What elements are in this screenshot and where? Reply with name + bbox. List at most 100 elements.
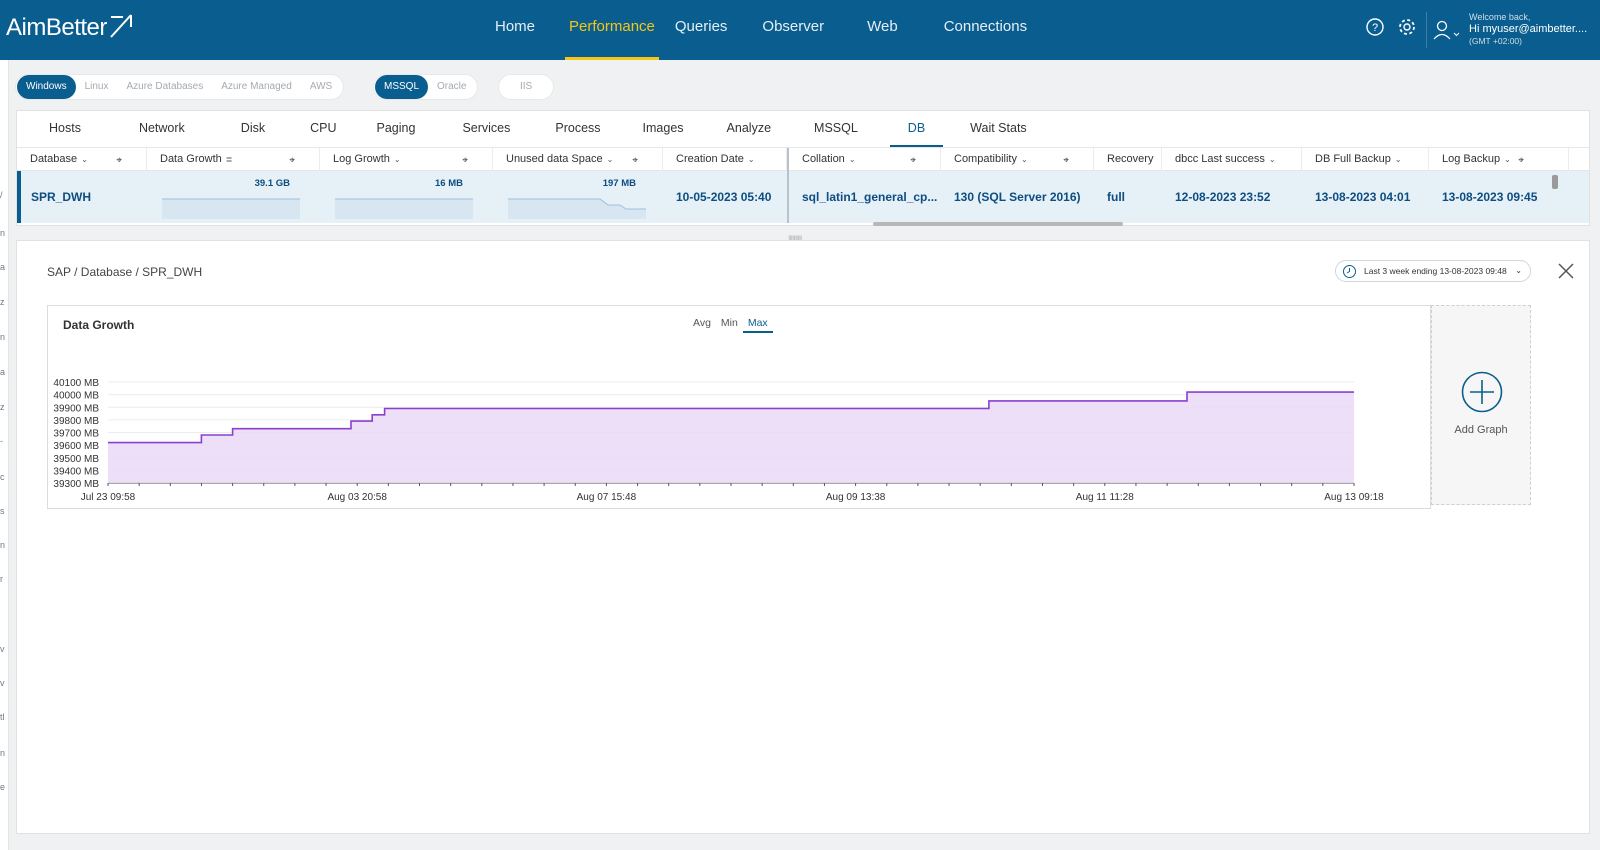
cell-recovery: full (1107, 190, 1125, 204)
data-growth-value: 39.1 GB (254, 178, 290, 189)
pin-icon[interactable]: ⌖ (632, 155, 638, 166)
help-icon[interactable]: ? (1364, 16, 1386, 38)
tab-hosts[interactable]: Hosts (49, 121, 81, 135)
db-filter: MSSQL Oracle (374, 75, 478, 99)
chevron-down-icon: ⌄ (1515, 266, 1522, 275)
nav-item-queries[interactable]: Queries (674, 18, 728, 35)
tab-process[interactable]: Process (555, 121, 601, 135)
left-collapsed-sidebar[interactable]: / n a z n a z - c s n r v v tl n e (0, 60, 9, 850)
nav-item-connections[interactable]: Connections (943, 18, 1028, 35)
horizontal-scrollbar[interactable] (873, 222, 1123, 226)
filter-iis[interactable]: IIS (520, 81, 533, 92)
tab-mssql[interactable]: MSSQL (814, 121, 858, 135)
tab-services[interactable]: Services (462, 121, 511, 135)
user-greeting: Hi myuser@aimbetter.... (1469, 23, 1588, 35)
aggregation-min[interactable]: Min (720, 317, 738, 329)
column-header-compatibility[interactable]: Compatibility ⌄ ⌖ (941, 148, 1094, 172)
column-header-unused-data-space[interactable]: Unused data Space ⌄ ⌖ (493, 148, 663, 172)
row-selected-marker (17, 171, 21, 223)
series-area (108, 392, 1354, 483)
chevron-down-icon[interactable]: ⌄ (606, 155, 614, 164)
web-filter: IIS (499, 75, 554, 99)
chevron-down-icon[interactable]: ⌄ (1268, 155, 1276, 164)
top-navigation-bar: AimBetter Home Performance Queries Observer… (0, 0, 1600, 60)
time-range-selector[interactable]: Last 3 week ending 13-08-2023 09:48 ⌄ (1335, 260, 1531, 282)
nav-item-observer[interactable]: Observer (762, 18, 825, 35)
column-header-log-growth[interactable]: Log Growth ⌄ ⌖ (320, 148, 493, 172)
filter-windows[interactable]: Windows (17, 75, 76, 99)
tab-images[interactable]: Images (642, 121, 684, 135)
chevron-down-icon[interactable]: ⌄ (1504, 155, 1511, 164)
nav-item-performance[interactable]: Performance (565, 0, 659, 60)
column-header-collation[interactable]: Collation ⌄ ⌖ (787, 148, 941, 172)
column-header-label: Collation (802, 153, 845, 165)
pin-icon[interactable]: ⌖ (462, 155, 468, 166)
logo-mark-icon (110, 14, 132, 38)
user-welcome[interactable]: Welcome back, Hi myuser@aimbetter.... (G… (1469, 11, 1587, 47)
sidebar-glyph: - (0, 436, 3, 446)
filter-oracle[interactable]: Oracle (437, 81, 467, 92)
tab-db[interactable]: DB (889, 111, 944, 147)
filter-mssql[interactable]: MSSQL (375, 75, 429, 99)
chevron-down-icon[interactable]: ⌄ (848, 155, 856, 164)
add-graph-tile[interactable]: Add Graph (1431, 305, 1531, 505)
sidebar-glyph: s (0, 506, 5, 516)
sidebar-glyph: v (0, 678, 5, 688)
data-growth-chart-card: 40100 MB 40000 MB 39900 MB 39800 MB 39700 MB… (47, 305, 1431, 509)
sidebar-glyph: tl (0, 712, 5, 722)
y-tick-label: 39600 MB (53, 441, 99, 452)
pin-icon[interactable]: ⌖ (1063, 155, 1069, 166)
pin-icon[interactable]: ⌖ (289, 155, 295, 166)
settings-gear-icon[interactable] (1396, 16, 1418, 38)
brand-name: AimBetter (6, 14, 107, 41)
user-avatar-icon[interactable] (1432, 18, 1460, 42)
chevron-down-icon[interactable]: ⌄ (1394, 155, 1402, 164)
column-header-label: Data Growth (160, 153, 222, 165)
cell-database[interactable]: SPR_DWH (31, 190, 92, 204)
sidebar-glyph: r (0, 574, 3, 584)
chevron-down-icon[interactable]: ⌄ (393, 155, 401, 164)
table-row[interactable]: SPR_DWH 39.1 GB 16 MB 197 MB (17, 171, 1589, 223)
series-line (108, 391, 1354, 444)
close-icon[interactable] (1557, 262, 1575, 280)
tab-wait-stats[interactable]: Wait Stats (970, 121, 1027, 135)
column-header-recovery[interactable]: Recovery (1094, 148, 1162, 172)
filter-azure-managed[interactable]: Azure Managed (221, 81, 292, 92)
chevron-down-icon[interactable]: ⌄ (1020, 155, 1028, 164)
filter-aws[interactable]: AWS (309, 81, 333, 92)
column-header-label: Database (30, 153, 78, 165)
column-header-dbcc-last-success[interactable]: dbcc Last success ⌄ (1162, 148, 1302, 172)
aggregation-avg[interactable]: Avg (693, 317, 711, 329)
sidebar-glyph: a (0, 367, 6, 377)
tab-cpu[interactable]: CPU (310, 121, 337, 135)
column-header-creation-date[interactable]: Creation Date ⌄ (663, 148, 787, 172)
column-header-data-growth[interactable]: Data Growth ≣ ⌖ (147, 148, 320, 172)
breadcrumb[interactable]: SAP / Database / SPR_DWH (47, 265, 203, 279)
vertical-scrollbar[interactable] (1552, 175, 1558, 189)
column-header-log-backup[interactable]: Log Backup ⌄ ⌖ (1429, 148, 1569, 172)
sort-icon[interactable]: ≣ (225, 155, 233, 164)
tab-disk[interactable]: Disk (240, 121, 266, 135)
sidebar-glyph: n (0, 228, 6, 238)
pin-icon[interactable]: ⌖ (116, 155, 122, 166)
tab-paging[interactable]: Paging (376, 121, 416, 135)
pin-icon[interactable]: ⌖ (910, 155, 916, 166)
x-tick-label: Aug 09 13:38 (826, 492, 886, 503)
column-header-database[interactable]: Database ⌄ ⌖ (17, 148, 147, 172)
filter-linux[interactable]: Linux (84, 81, 109, 92)
aggregation-max[interactable]: Max (742, 316, 773, 333)
nav-item-home[interactable]: Home (495, 18, 536, 35)
x-tick-label: Aug 13 09:18 (1324, 492, 1384, 503)
filter-azure-databases[interactable]: Azure Databases (126, 81, 204, 92)
nav-item-web[interactable]: Web (867, 18, 898, 35)
column-header-db-full-backup[interactable]: DB Full Backup ⌄ (1302, 148, 1429, 172)
sidebar-glyph: e (0, 782, 6, 792)
chevron-down-icon[interactable]: ⌄ (747, 155, 755, 164)
pin-icon[interactable]: ⌖ (1518, 155, 1524, 166)
aimbetter-logo[interactable]: AimBetter (6, 14, 133, 42)
panel-resize-handle[interactable]: |||||||||| (788, 234, 802, 244)
tab-network[interactable]: Network (138, 121, 185, 135)
metric-tabs: Hosts Network Disk CPU Paging Services Process… (17, 111, 1027, 147)
tab-analyze[interactable]: Analyze (726, 121, 772, 135)
chevron-down-icon[interactable]: ⌄ (81, 155, 88, 164)
